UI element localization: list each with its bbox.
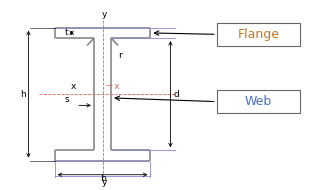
Text: s: s xyxy=(65,95,69,104)
Text: r: r xyxy=(118,51,122,60)
Text: y: y xyxy=(101,178,107,187)
Text: d: d xyxy=(173,90,179,99)
Text: Web: Web xyxy=(245,95,272,108)
Text: y: y xyxy=(101,10,107,19)
Text: t: t xyxy=(65,28,69,37)
Text: Flange: Flange xyxy=(237,28,279,41)
Text: b: b xyxy=(100,174,105,183)
Text: x: x xyxy=(71,82,76,91)
Text: h: h xyxy=(20,90,26,99)
Bar xyxy=(217,23,300,46)
Text: ─ x: ─ x xyxy=(106,82,119,91)
Bar xyxy=(217,90,300,113)
